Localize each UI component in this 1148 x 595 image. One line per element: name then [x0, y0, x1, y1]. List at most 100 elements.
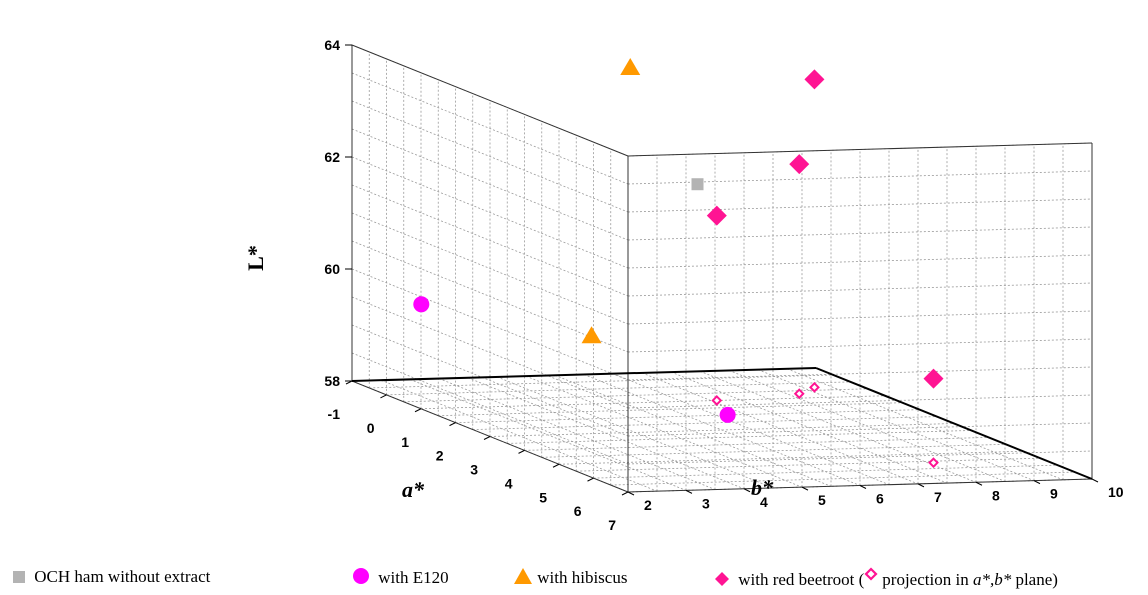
x-tick-label: 6 [574, 503, 582, 519]
floor-grid-line [403, 388, 868, 403]
legend-label-och: OCH ham without extract [34, 567, 211, 586]
y-tick-label: 4 [760, 494, 768, 510]
back-wall-grid-line [627, 282, 1093, 297]
beetroot-marker [789, 154, 810, 175]
legend-label-beetroot: with red beetroot ( [738, 570, 865, 589]
y-tick-mark [627, 491, 635, 496]
x-tick-mark [414, 408, 422, 413]
beetroot-marker [804, 69, 825, 90]
y-tick-mark [1033, 480, 1041, 485]
floor-grid-line [641, 372, 919, 485]
e120-marker [413, 296, 430, 313]
tick-labels: 58 60 62 64 -1 0 1 2 3 4 5 6 7 2 3 4 5 6 7 8 9 10 [324, 37, 1123, 533]
left-wall-grid-line [351, 268, 629, 381]
x-tick-label: 7 [608, 517, 616, 533]
axes-frame [351, 44, 1093, 493]
floor-grid-line [670, 371, 948, 484]
floor-grid-line [472, 416, 937, 430]
projection-marker [711, 395, 723, 406]
floor-grid-line [409, 379, 687, 491]
floor-grid-line [455, 409, 920, 424]
frame-edge [351, 44, 629, 157]
y-tick-label: 2 [644, 497, 652, 513]
floor-grid-line [757, 369, 1035, 481]
floor-grid-line [610, 471, 1075, 486]
y-tick-mark [801, 486, 809, 491]
back-wall-grid-line [627, 254, 1093, 269]
x-tick-label: 1 [401, 434, 409, 450]
x-tick-mark [587, 477, 594, 482]
y-tick-mark [685, 489, 693, 494]
x-tick-label: 4 [505, 475, 513, 491]
x-tick-mark [621, 491, 629, 496]
floor-grid-line [525, 375, 803, 488]
y-tick-label: 8 [992, 487, 1000, 503]
back-wall-grid-line [627, 226, 1093, 241]
floor-grid-line [728, 370, 1006, 482]
x-tick-label: 0 [367, 420, 375, 436]
floor-grid-line [467, 377, 745, 490]
beetroot-marker [923, 368, 944, 389]
projection-marker [809, 381, 820, 393]
z-axis-title: L* [243, 245, 268, 271]
grid [351, 44, 1093, 493]
legend-item-e120: with E120 [352, 567, 449, 588]
y-tick-label: 10 [1108, 484, 1124, 500]
back-wall-grid-line [627, 170, 1093, 185]
floor-grid-line [380, 379, 658, 492]
back-wall-grid-line [627, 310, 1093, 325]
floor-grid-line [369, 374, 834, 389]
floor-grid-line [507, 430, 972, 444]
och-marker [691, 178, 704, 191]
floor-grid-line [612, 373, 890, 486]
y-axis-line [815, 367, 1093, 480]
hollow-diamond-marker-icon [864, 567, 878, 581]
x-tick-label: 3 [470, 462, 478, 478]
legend-label-hibiscus: with hibiscus [537, 568, 628, 587]
x-tick-label: 5 [539, 489, 547, 505]
y-tick-label: 6 [876, 491, 884, 507]
back-wall-grid-line [627, 366, 1093, 381]
left-wall-grid-line [351, 100, 629, 213]
projection-marker [928, 457, 939, 469]
x-tick-mark [345, 380, 353, 385]
legend-label-projection: projection in a*,b* plane) [882, 570, 1058, 589]
back-wall-grid-line [627, 422, 1093, 437]
left-wall-grid-line [351, 352, 629, 465]
square-marker-icon [13, 571, 25, 583]
y-tick-mark [1091, 478, 1099, 483]
data-markers [413, 58, 944, 423]
x-tick-mark [552, 463, 560, 468]
back-wall-grid-line [627, 338, 1093, 353]
y-tick-label: 3 [702, 495, 710, 511]
x-axis-line [351, 367, 817, 382]
floor-grid-line [786, 368, 1064, 481]
x-tick-label: 2 [436, 448, 444, 464]
left-wall-grid-line [351, 212, 629, 325]
y-tick-mark [743, 488, 751, 493]
z-tick-label: 58 [324, 373, 340, 389]
triangle-marker-icon [514, 568, 532, 584]
legend-item-beetroot: with red beetroot ( projection in a*,b* p… [714, 567, 1058, 590]
floor-grid-line [699, 370, 977, 483]
left-wall-grid-line [351, 72, 629, 185]
left-wall-grid-line [351, 324, 629, 437]
floor-grid-line [558, 450, 1024, 465]
e120-marker [719, 406, 736, 423]
left-wall-grid-line [351, 128, 629, 241]
legend: OCH ham without extract with E120 with h… [12, 567, 1148, 593]
back-wall-grid-line [627, 198, 1093, 213]
projection-marker [793, 388, 805, 400]
y-tick-mark [975, 481, 983, 486]
legend-item-och: OCH ham without extract [12, 567, 210, 587]
floor-grid-line [583, 374, 861, 486]
x-tick-mark [483, 436, 491, 440]
y-tick-mark [859, 485, 867, 489]
floor-grid-line [420, 395, 886, 410]
x-tick-mark [518, 449, 525, 454]
z-tick-label: 62 [324, 149, 340, 165]
x-tick-mark [449, 422, 456, 427]
x-tick-label: -1 [328, 406, 341, 422]
x-axis-title: a* [402, 477, 425, 502]
left-wall-grid-line [351, 240, 629, 353]
